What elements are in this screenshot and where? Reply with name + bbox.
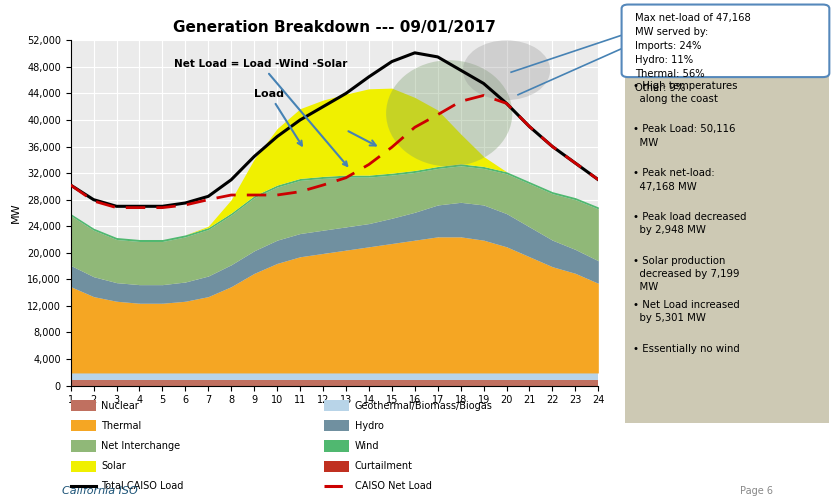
Title: Generation Breakdown --- 09/01/2017: Generation Breakdown --- 09/01/2017 [173, 20, 496, 35]
Text: Curtailment: Curtailment [355, 461, 413, 471]
Text: California ISO: California ISO [62, 486, 138, 496]
Text: Net Interchange: Net Interchange [101, 441, 180, 451]
Text: Solar: Solar [101, 461, 126, 471]
Text: Net Load = Load -Wind -Solar: Net Load = Load -Wind -Solar [174, 59, 347, 166]
Text: • Net Load increased
  by 5,301 MW: • Net Load increased by 5,301 MW [633, 300, 740, 323]
Text: • Peak Load: 50,116
  MW: • Peak Load: 50,116 MW [633, 124, 735, 148]
Text: Geothermal/Biomass/Biogas: Geothermal/Biomass/Biogas [355, 401, 493, 411]
Text: Thermal: Thermal [101, 421, 141, 431]
Ellipse shape [463, 40, 550, 100]
Text: Page 6: Page 6 [740, 486, 773, 496]
Text: • Peak load decreased
  by 2,948 MW: • Peak load decreased by 2,948 MW [633, 212, 747, 235]
Text: Wind: Wind [355, 441, 379, 451]
Ellipse shape [386, 60, 512, 166]
Text: Total CAISO Load: Total CAISO Load [101, 481, 184, 491]
Text: Nuclear: Nuclear [101, 401, 139, 411]
Text: Load: Load [254, 89, 302, 146]
Text: • Peak net-load:
  47,168 MW: • Peak net-load: 47,168 MW [633, 168, 715, 192]
Text: • High temperatures
  along the coast: • High temperatures along the coast [633, 81, 738, 104]
Y-axis label: MW: MW [12, 203, 22, 223]
Text: • Essentially no wind: • Essentially no wind [633, 344, 740, 354]
Text: Hydro: Hydro [355, 421, 384, 431]
Text: CAISO Net Load: CAISO Net Load [355, 481, 432, 491]
Text: Max net-load of 47,168
MW served by:
Imports: 24%
Hydro: 11%
Thermal: 56%
Other:: Max net-load of 47,168 MW served by: Imp… [635, 13, 750, 93]
Text: • Solar production
  decreased by 7,199
  MW: • Solar production decreased by 7,199 MW [633, 256, 740, 292]
